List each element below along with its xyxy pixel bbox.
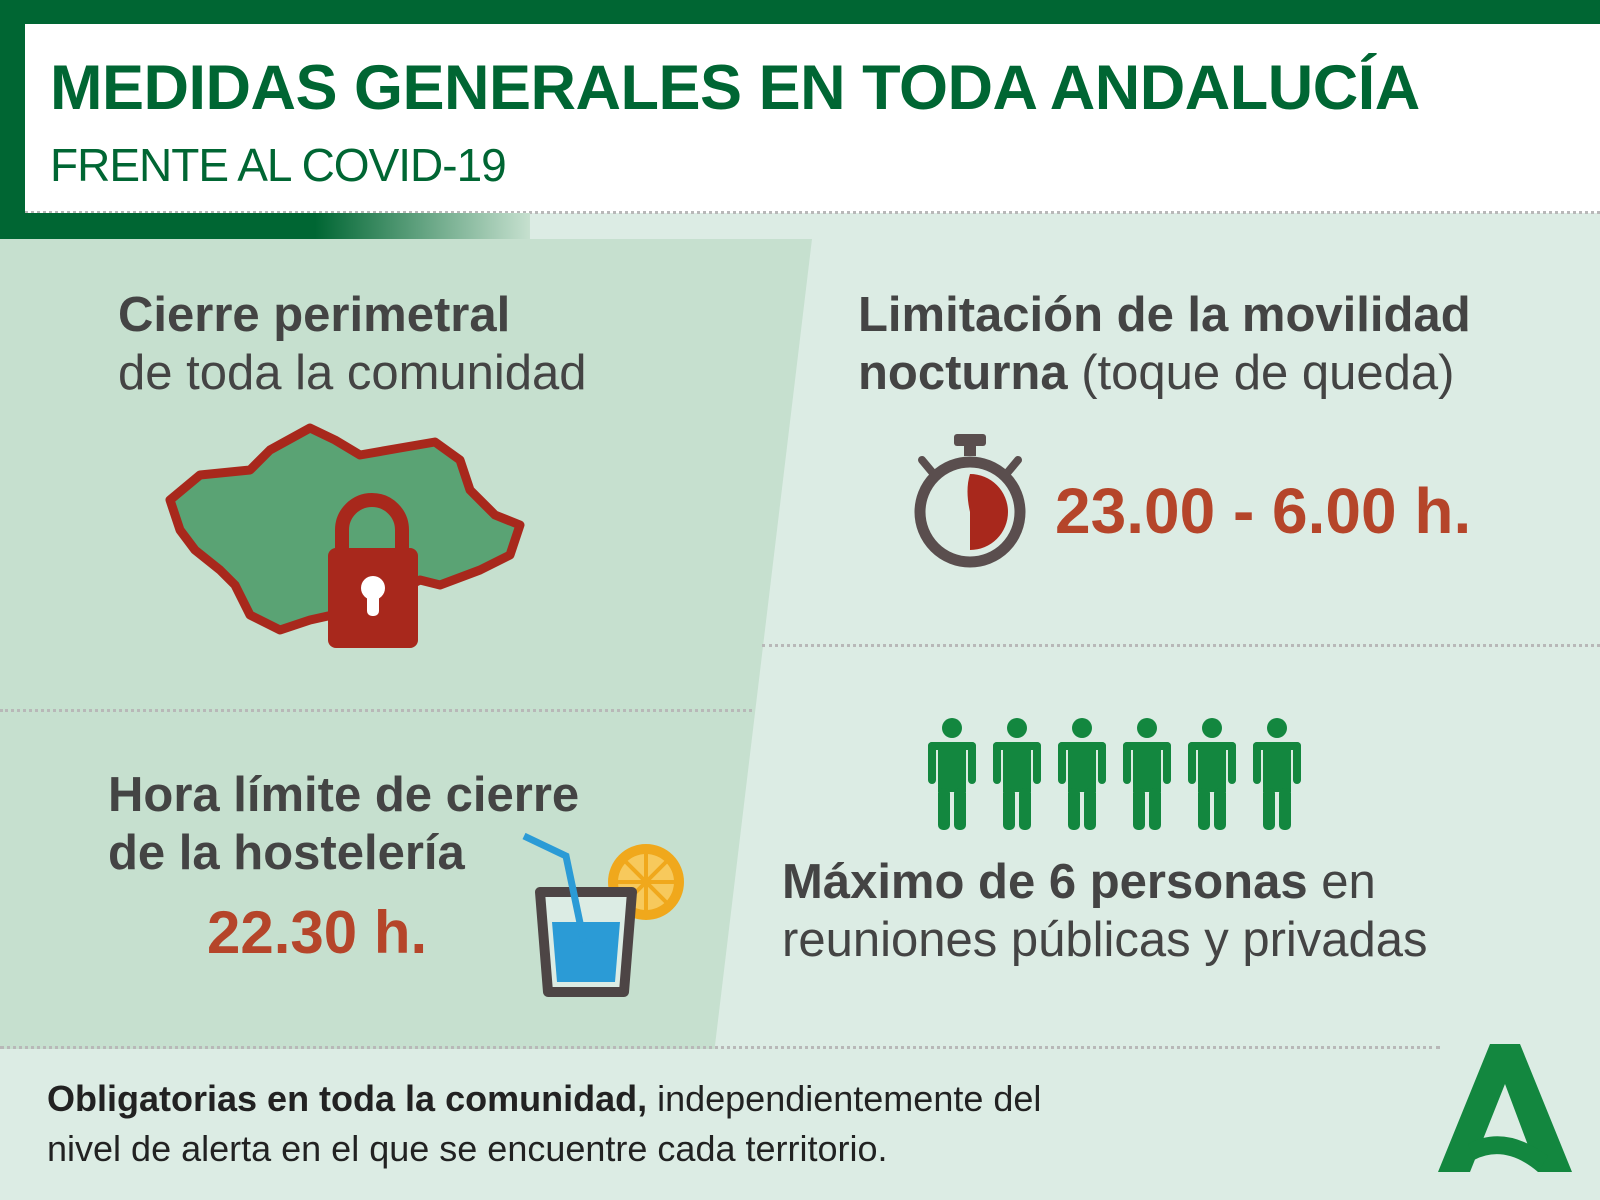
- person-icon: [993, 718, 1041, 835]
- divider: [762, 644, 1600, 647]
- page-title: MEDIDAS GENERALES EN TODA ANDALUCÍA: [50, 53, 1420, 123]
- footer-line2: nivel de alerta en el que se encuentre c…: [47, 1128, 888, 1169]
- divider: [25, 211, 1600, 214]
- andalusia-map-lock-icon: [165, 423, 525, 648]
- junta-andalucia-logo: [1438, 1044, 1572, 1172]
- person-icon: [1253, 718, 1301, 835]
- top-bar: [0, 0, 1600, 24]
- stopwatch-icon: [914, 434, 1026, 568]
- person-icon: [928, 718, 976, 835]
- hospitality-subtitle: de la hostelería: [108, 826, 465, 880]
- curfew-title: Limitación de la movilidad: [858, 288, 1471, 342]
- green-bar: [0, 213, 530, 239]
- page-subtitle: FRENTE AL COVID-19: [50, 139, 507, 191]
- perimeter-measure: Cierre perimetral de toda la comunidad: [118, 286, 587, 402]
- drink-glass-icon: [522, 832, 684, 997]
- gatherings-measure: Máximo de 6 personas en reuniones públic…: [782, 853, 1428, 969]
- header: [25, 24, 1600, 213]
- footer-bold: Obligatorias en toda la comunidad,: [47, 1078, 648, 1119]
- curfew-time: 23.00 - 6.00 h.: [1055, 475, 1472, 547]
- perimeter-title: Cierre perimetral: [118, 288, 511, 342]
- gatherings-bold: Máximo de 6 personas: [782, 855, 1308, 909]
- curfew-title-rest: (toque de queda): [1067, 346, 1455, 400]
- divider: [0, 1046, 1440, 1049]
- perimeter-subtitle: de toda la comunidad: [118, 346, 587, 400]
- curfew-measure: Limitación de la movilidad nocturna (toq…: [858, 286, 1471, 402]
- footer-rest: independientemente del: [647, 1078, 1042, 1119]
- person-icon: [1188, 718, 1236, 835]
- left-bar: [0, 0, 25, 215]
- footer-note: Obligatorias en toda la comunidad, indep…: [47, 1074, 1041, 1174]
- gatherings-rest: en: [1307, 855, 1376, 909]
- people-icons: [928, 718, 1301, 835]
- hospitality-time: 22.30 h.: [207, 899, 428, 966]
- hospitality-title: Hora límite de cierre: [108, 768, 580, 822]
- person-icon: [1058, 718, 1106, 835]
- curfew-title-bold: nocturna: [858, 346, 1068, 400]
- divider: [0, 709, 752, 712]
- person-icon: [1123, 718, 1171, 835]
- gatherings-subtitle: reuniones públicas y privadas: [782, 913, 1428, 967]
- hospitality-measure: Hora límite de cierre de la hostelería: [108, 766, 579, 882]
